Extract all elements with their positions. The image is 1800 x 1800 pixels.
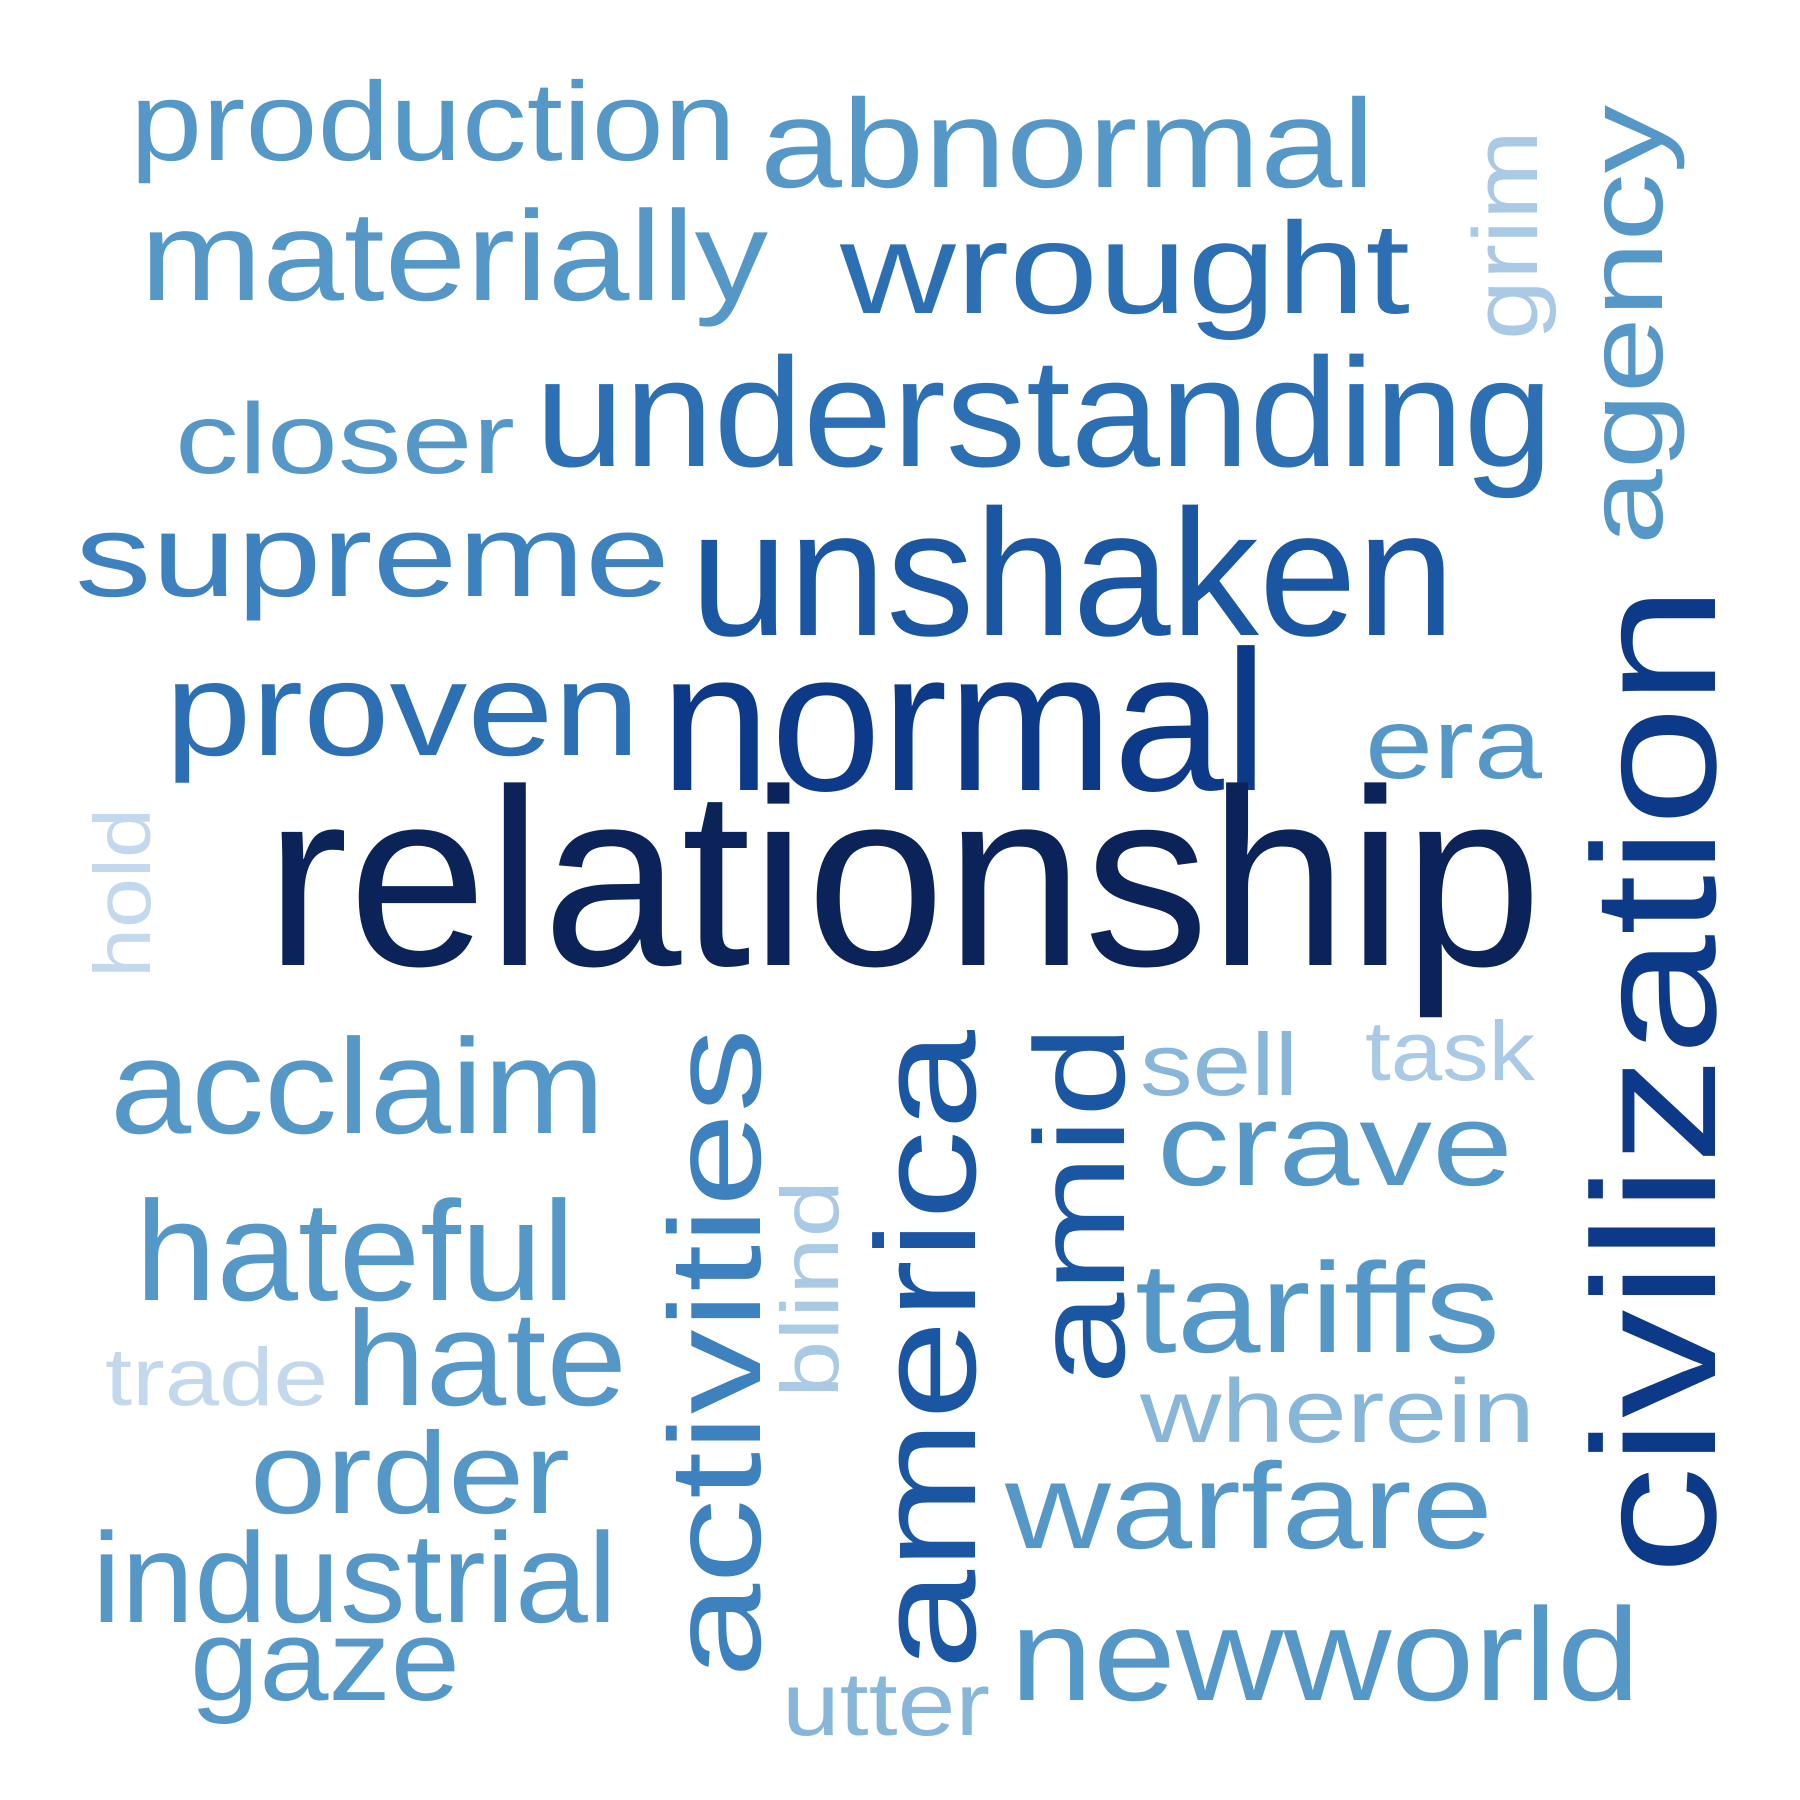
word-trade: trade [105, 1332, 328, 1423]
word-hold: hold [78, 808, 167, 978]
word-gaze: gaze [190, 1595, 460, 1725]
word-hate: hate [345, 1283, 627, 1434]
word-proven: proven [165, 635, 640, 784]
word-order: order [250, 1408, 570, 1538]
word-grim: grim [1455, 130, 1557, 340]
word-amid: amid [1009, 1025, 1152, 1385]
word-supreme: supreme [75, 490, 670, 622]
word-acclaim: acclaim [110, 1011, 605, 1162]
word-production: production [130, 59, 736, 184]
word-civilization: civilization [1558, 585, 1753, 1575]
word-activities: activities [642, 1028, 788, 1678]
word-newworld: newworld [1010, 1581, 1640, 1728]
word-unshaken: unshaken [690, 473, 1455, 674]
word-wherein: wherein [1139, 1362, 1535, 1462]
word-warfare: warfare [1004, 1438, 1493, 1574]
word-materially: materially [140, 185, 768, 328]
word-task: task [1365, 1004, 1536, 1098]
word-relationship: relationship [265, 738, 1542, 1019]
word-understanding: understanding [535, 326, 1553, 499]
word-sell: sell [1140, 1015, 1298, 1114]
word-industrial: industrial [92, 1507, 617, 1650]
word-wrought: wrought [839, 195, 1410, 341]
word-blind: blind [765, 1180, 856, 1398]
word-normal: normal [660, 610, 1268, 833]
word-crave: crave [1157, 1079, 1513, 1211]
word-era: era [1365, 688, 1542, 800]
word-abnormal: abnormal [760, 73, 1375, 214]
word-closer: closer [175, 383, 515, 495]
word-tariffs: tariffs [1135, 1237, 1500, 1380]
word-hateful: hateful [135, 1172, 575, 1331]
word-america: america [847, 1030, 1006, 1670]
word-agency: agency [1564, 105, 1685, 545]
word-utter: utter [782, 1655, 990, 1755]
